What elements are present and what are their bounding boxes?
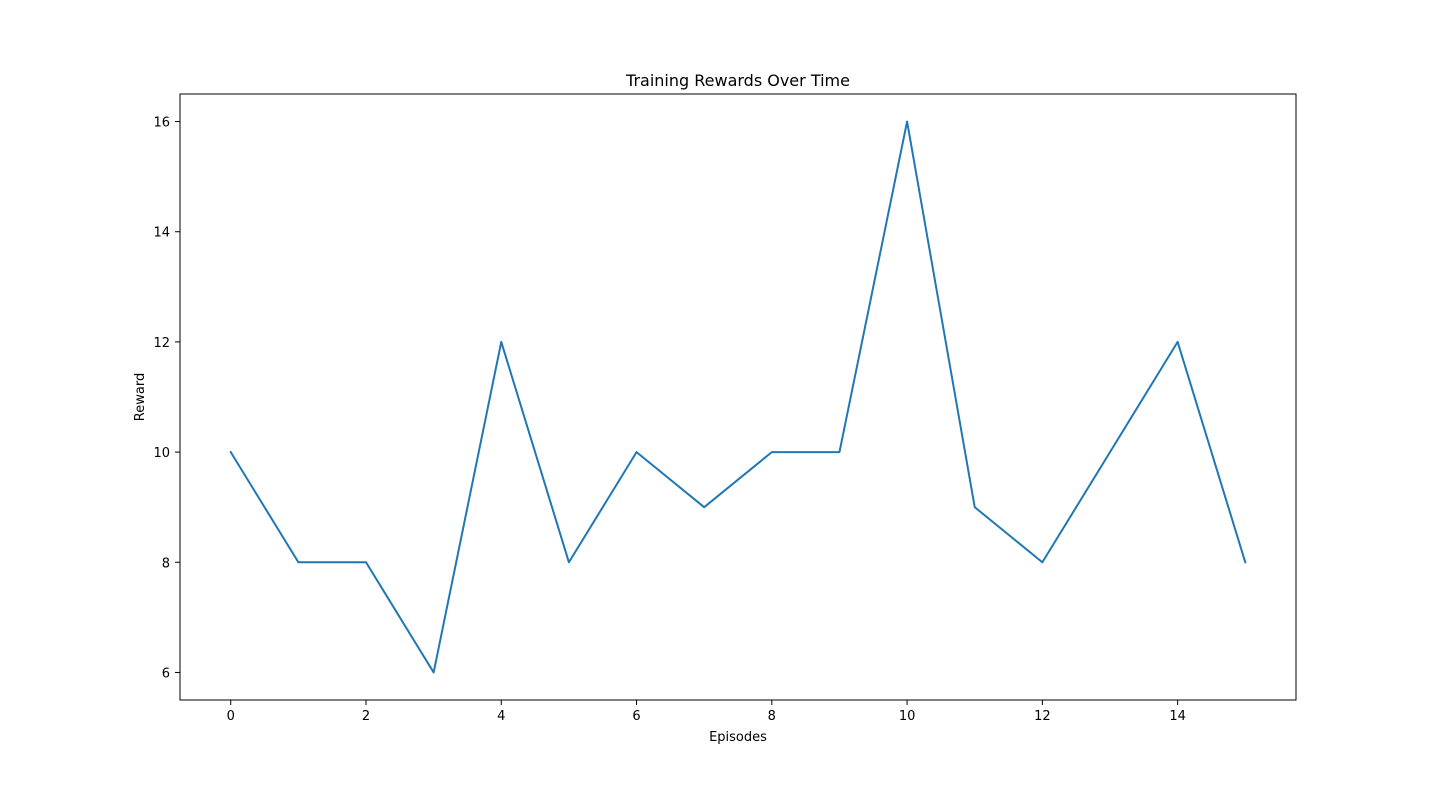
y-tick-label: 12 bbox=[153, 336, 170, 351]
y-axis-label: Reward bbox=[133, 373, 148, 421]
x-tick-label: 2 bbox=[362, 709, 370, 724]
y-tick-label: 8 bbox=[162, 556, 170, 571]
y-tick-label: 6 bbox=[162, 666, 170, 681]
y-tick-label: 14 bbox=[153, 226, 170, 241]
y-tick-label: 16 bbox=[153, 116, 170, 131]
plot-frame bbox=[179, 93, 1297, 701]
series-line bbox=[229, 120, 1247, 674]
chart-title: Training Rewards Over Time bbox=[625, 71, 850, 90]
x-axis-label: Episodes bbox=[709, 730, 767, 745]
x-axis: 0 2 4 6 8 10 12 14 bbox=[227, 700, 1186, 724]
y-tick-label: 10 bbox=[153, 446, 170, 461]
x-tick-label: 6 bbox=[632, 709, 640, 724]
plot-area bbox=[229, 120, 1247, 674]
x-tick-label: 4 bbox=[497, 709, 505, 724]
x-tick-label: 14 bbox=[1169, 709, 1186, 724]
x-tick-label: 12 bbox=[1034, 709, 1051, 724]
x-tick-label: 8 bbox=[768, 709, 776, 724]
y-axis: 6 8 10 12 14 16 bbox=[153, 116, 180, 681]
x-tick-label: 0 bbox=[227, 709, 235, 724]
x-tick-label: 10 bbox=[899, 709, 916, 724]
